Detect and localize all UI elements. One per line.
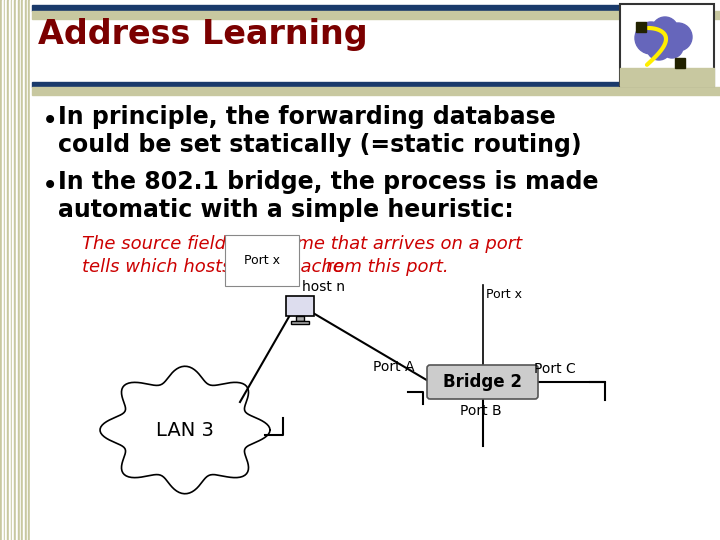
Bar xyxy=(16,0,18,540)
Bar xyxy=(25,0,27,540)
Text: Port x: Port x xyxy=(244,254,280,267)
Bar xyxy=(11,0,12,540)
Text: Port A: Port A xyxy=(373,360,415,374)
Text: Bridge 2: Bridge 2 xyxy=(443,373,522,391)
Bar xyxy=(230,260,246,272)
Text: automatic with a simple heuristic:: automatic with a simple heuristic: xyxy=(58,198,514,222)
Text: Port C: Port C xyxy=(534,362,576,376)
Text: •: • xyxy=(42,172,58,200)
Bar xyxy=(32,82,622,87)
Text: tells which hosts: tells which hosts xyxy=(82,258,232,276)
Bar xyxy=(0,0,1,540)
Bar xyxy=(286,296,314,316)
Text: Address Learning: Address Learning xyxy=(38,18,368,51)
Bar xyxy=(620,4,714,86)
Bar xyxy=(12,0,14,540)
Circle shape xyxy=(652,17,678,43)
Bar xyxy=(1,0,4,540)
Text: reache: reache xyxy=(282,258,344,276)
Bar xyxy=(291,321,309,324)
Text: •: • xyxy=(42,107,58,135)
Bar xyxy=(18,0,19,540)
Polygon shape xyxy=(100,366,270,494)
Bar xyxy=(235,272,241,276)
Text: could be set statically (=static routing): could be set statically (=static routing… xyxy=(58,133,582,157)
Bar xyxy=(5,0,7,540)
Bar xyxy=(9,0,11,540)
Text: In principle, the forwarding database: In principle, the forwarding database xyxy=(58,105,556,129)
Bar xyxy=(32,87,720,95)
Bar xyxy=(4,0,5,540)
Bar xyxy=(32,11,720,19)
Circle shape xyxy=(661,36,683,58)
Bar xyxy=(620,68,714,86)
Text: Port x: Port x xyxy=(485,288,521,301)
Text: host n: host n xyxy=(302,280,345,294)
Circle shape xyxy=(664,23,692,51)
Text: LAN 3: LAN 3 xyxy=(156,421,214,440)
Bar xyxy=(29,0,30,540)
Bar xyxy=(19,0,22,540)
FancyBboxPatch shape xyxy=(427,365,538,399)
Bar xyxy=(32,5,620,11)
Bar xyxy=(14,0,16,540)
Bar xyxy=(675,58,685,68)
Circle shape xyxy=(635,22,667,54)
Bar xyxy=(296,316,304,321)
Bar xyxy=(636,22,646,32)
Text: rom this port.: rom this port. xyxy=(326,258,449,276)
Bar xyxy=(22,0,23,540)
Bar xyxy=(7,0,9,540)
Circle shape xyxy=(647,36,671,60)
Bar xyxy=(27,0,29,540)
Bar xyxy=(23,0,25,540)
Bar xyxy=(232,276,244,278)
Text: Port B: Port B xyxy=(459,404,501,418)
Text: The source field of a frame that arrives on a port: The source field of a frame that arrives… xyxy=(82,235,522,253)
Text: In the 802.1 bridge, the process is made: In the 802.1 bridge, the process is made xyxy=(58,170,598,194)
Bar xyxy=(30,0,32,540)
